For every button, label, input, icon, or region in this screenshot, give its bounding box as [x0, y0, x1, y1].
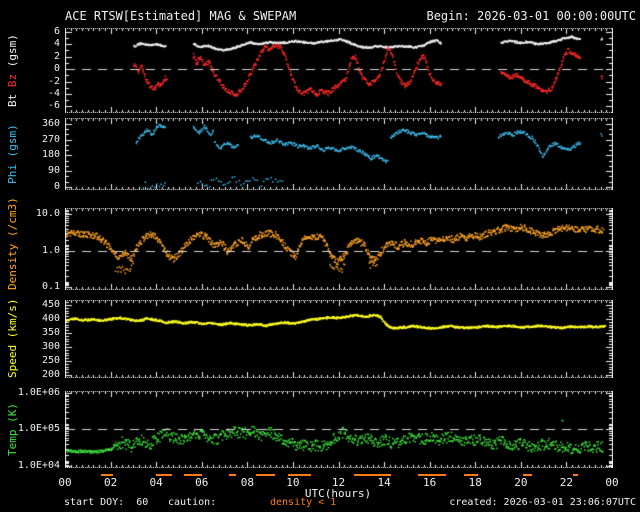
- x-tick-label: 00: [605, 476, 619, 489]
- x-tick-label: 14: [377, 476, 391, 489]
- y-tick-label: -2: [47, 75, 60, 87]
- caution-marker: [256, 474, 275, 476]
- caution-marker: [418, 474, 446, 476]
- y-tick-label: 90: [47, 165, 60, 177]
- caution-marker: [101, 474, 113, 476]
- y-tick-label: -6: [47, 100, 60, 112]
- begin-timestamp: Begin: 2026-03-01 00:00:00UTC: [426, 9, 636, 23]
- y-axis-title-magnetic-field: Bt Bz (gsm): [6, 28, 19, 113]
- y-tick-label: 0: [53, 180, 60, 192]
- footer-caution-value: density < 1: [270, 497, 337, 508]
- y-tick-label: 10.0: [35, 208, 60, 220]
- y-axis-title-part: Speed (km/s): [6, 298, 19, 378]
- y-tick-label: 1.0: [41, 244, 60, 256]
- y-tick-label: 1.0E+04: [17, 460, 60, 472]
- caution-marker: [463, 474, 478, 476]
- footer-caution-label: caution:: [168, 497, 217, 508]
- x-tick-label: 10: [286, 476, 300, 489]
- y-tick-label: 270: [41, 133, 60, 145]
- y-tick-label: -4: [47, 87, 60, 99]
- caution-marker: [573, 474, 578, 476]
- x-tick-label: 02: [103, 476, 118, 489]
- footer-created-timestamp: created: 2026-03-01 23:06:07UTC: [449, 497, 636, 508]
- y-tick-label: 2: [53, 50, 60, 62]
- y-tick-label: 180: [41, 149, 60, 161]
- y-tick-label: 1.0E+06: [17, 386, 60, 398]
- y-axis-title-part: Phi (gsm): [6, 124, 19, 184]
- y-axis-title-temperature: Temp (K): [6, 391, 19, 468]
- y-tick-label: 300: [41, 341, 60, 353]
- y-tick-label: 400: [41, 313, 60, 325]
- panel-canvas-speed: [65, 300, 613, 378]
- y-axis-title-phi-angle: Phi (gsm): [6, 118, 19, 190]
- caution-marker: [229, 474, 236, 476]
- x-tick-label: 06: [195, 476, 209, 489]
- x-tick-label: 18: [468, 476, 482, 489]
- y-tick-label: 200: [41, 369, 60, 381]
- plot-title: ACE RTSW[Estimated] MAG & SWEPAM: [65, 9, 297, 23]
- caution-marker: [523, 474, 533, 476]
- panel-canvas-phi-angle: [65, 118, 613, 190]
- footer-start-doy: start DOY: 60: [64, 497, 149, 508]
- y-axis-title-part: Bz: [6, 67, 19, 88]
- y-tick-label: 0.1: [41, 280, 60, 292]
- x-tick-label: 04: [149, 476, 163, 489]
- y-axis-title-part: Temp (K): [6, 403, 19, 456]
- y-tick-label: 0: [53, 63, 60, 75]
- x-tick-label: 12: [331, 476, 346, 489]
- caution-marker: [156, 474, 173, 476]
- x-tick-label: 22: [559, 476, 574, 489]
- y-axis-title-part: (gsm): [6, 34, 19, 68]
- panel-canvas-magnetic-field: [65, 28, 613, 113]
- panel-canvas-density: [65, 208, 613, 290]
- y-axis-title-density: Density (/cm3): [6, 197, 19, 290]
- caution-marker: [354, 474, 391, 476]
- panel-canvas-temperature: [65, 391, 613, 468]
- x-tick-label: 20: [514, 476, 528, 489]
- y-tick-label: 350: [41, 327, 60, 339]
- caution-marker: [288, 474, 312, 476]
- y-axis-title-part: Bt: [6, 87, 19, 107]
- caution-marker: [183, 474, 202, 476]
- x-tick-label: 16: [423, 476, 437, 489]
- y-tick-label: 1.0E+05: [17, 423, 60, 435]
- x-tick-label: 00: [58, 476, 72, 489]
- y-axis-title-speed: Speed (km/s): [6, 298, 19, 378]
- y-tick-label: 360: [41, 117, 60, 129]
- y-tick-label: 6: [53, 25, 60, 37]
- y-tick-label: 450: [41, 299, 60, 311]
- y-tick-label: 250: [41, 355, 60, 367]
- x-axis-title: UTC(hours): [304, 487, 372, 500]
- y-axis-title-part: Density (/cm3): [6, 197, 19, 290]
- x-tick-label: 08: [240, 476, 254, 489]
- y-tick-label: 4: [53, 38, 60, 50]
